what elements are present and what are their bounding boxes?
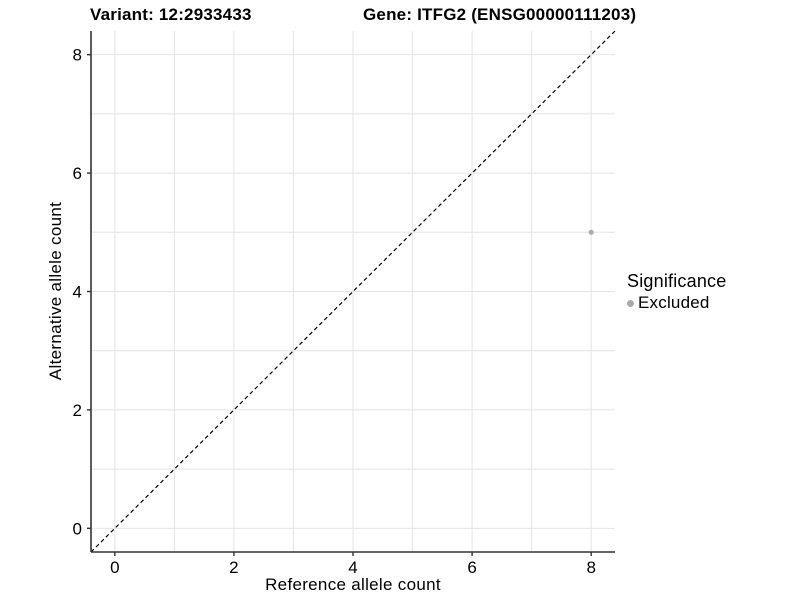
- x-tick-label: 4: [348, 558, 357, 577]
- gene-title: Gene: ITFG2 (ENSG00000111203): [363, 5, 637, 24]
- excluded-point-icon: [627, 299, 634, 307]
- y-tick-label: 2: [73, 401, 82, 420]
- x-tick-label: 6: [467, 558, 476, 577]
- legend-item-label: Excluded: [638, 293, 710, 312]
- legend: Significance Excluded: [627, 271, 726, 313]
- legend-item-excluded: Excluded: [627, 293, 726, 313]
- y-tick-label: 8: [73, 46, 82, 65]
- x-tick-label: 0: [110, 558, 119, 577]
- variant-title: Variant: 12:2933433: [90, 5, 252, 24]
- y-tick-label: 4: [73, 283, 82, 302]
- x-tick-label: 2: [229, 558, 238, 577]
- y-tick-label: 0: [73, 519, 82, 538]
- x-tick-label: 8: [586, 558, 595, 577]
- legend-title: Significance: [627, 271, 727, 291]
- data-point: [588, 229, 594, 235]
- x-axis-label: Reference allele count: [265, 575, 441, 594]
- y-tick-label: 6: [73, 164, 82, 183]
- y-axis-label: Alternative allele count: [46, 201, 65, 381]
